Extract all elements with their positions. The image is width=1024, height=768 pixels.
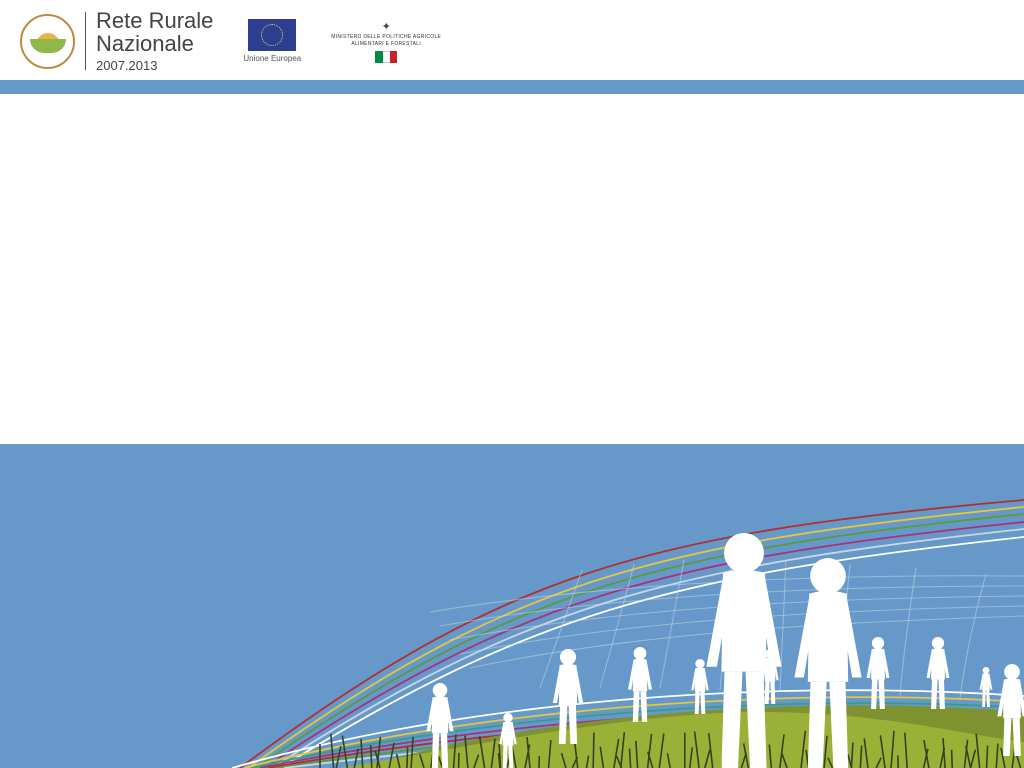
ministry-line1: MINISTERO DELLE POLITICHE AGRICOLE <box>331 35 441 41</box>
ministry-block: ✦ MINISTERO DELLE POLITICHE AGRICOLE ALI… <box>331 20 441 63</box>
footer-illustration <box>0 444 1024 768</box>
org-years: 2007.2013 <box>96 58 213 73</box>
italy-emblem-icon: ✦ <box>382 20 391 33</box>
logo-divider <box>85 12 86 70</box>
org-line1: Rete Rurale <box>96 9 213 32</box>
rrn-logo-block: Rete Rurale Nazionale 2007.2013 <box>20 9 213 73</box>
eu-block: Unione Europea <box>243 19 301 63</box>
eu-flag-icon <box>248 19 296 51</box>
blue-strip <box>0 80 1024 94</box>
header: Rete Rurale Nazionale 2007.2013 Unione E… <box>0 0 1024 80</box>
org-title: Rete Rurale Nazionale 2007.2013 <box>96 9 213 73</box>
rrn-emblem-icon <box>20 14 75 69</box>
ministry-line2: ALIMENTARI E FORESTALI <box>351 42 421 48</box>
italy-flag-icon <box>375 51 397 63</box>
eu-caption: Unione Europea <box>243 54 301 63</box>
org-line2: Nazionale <box>96 32 213 55</box>
